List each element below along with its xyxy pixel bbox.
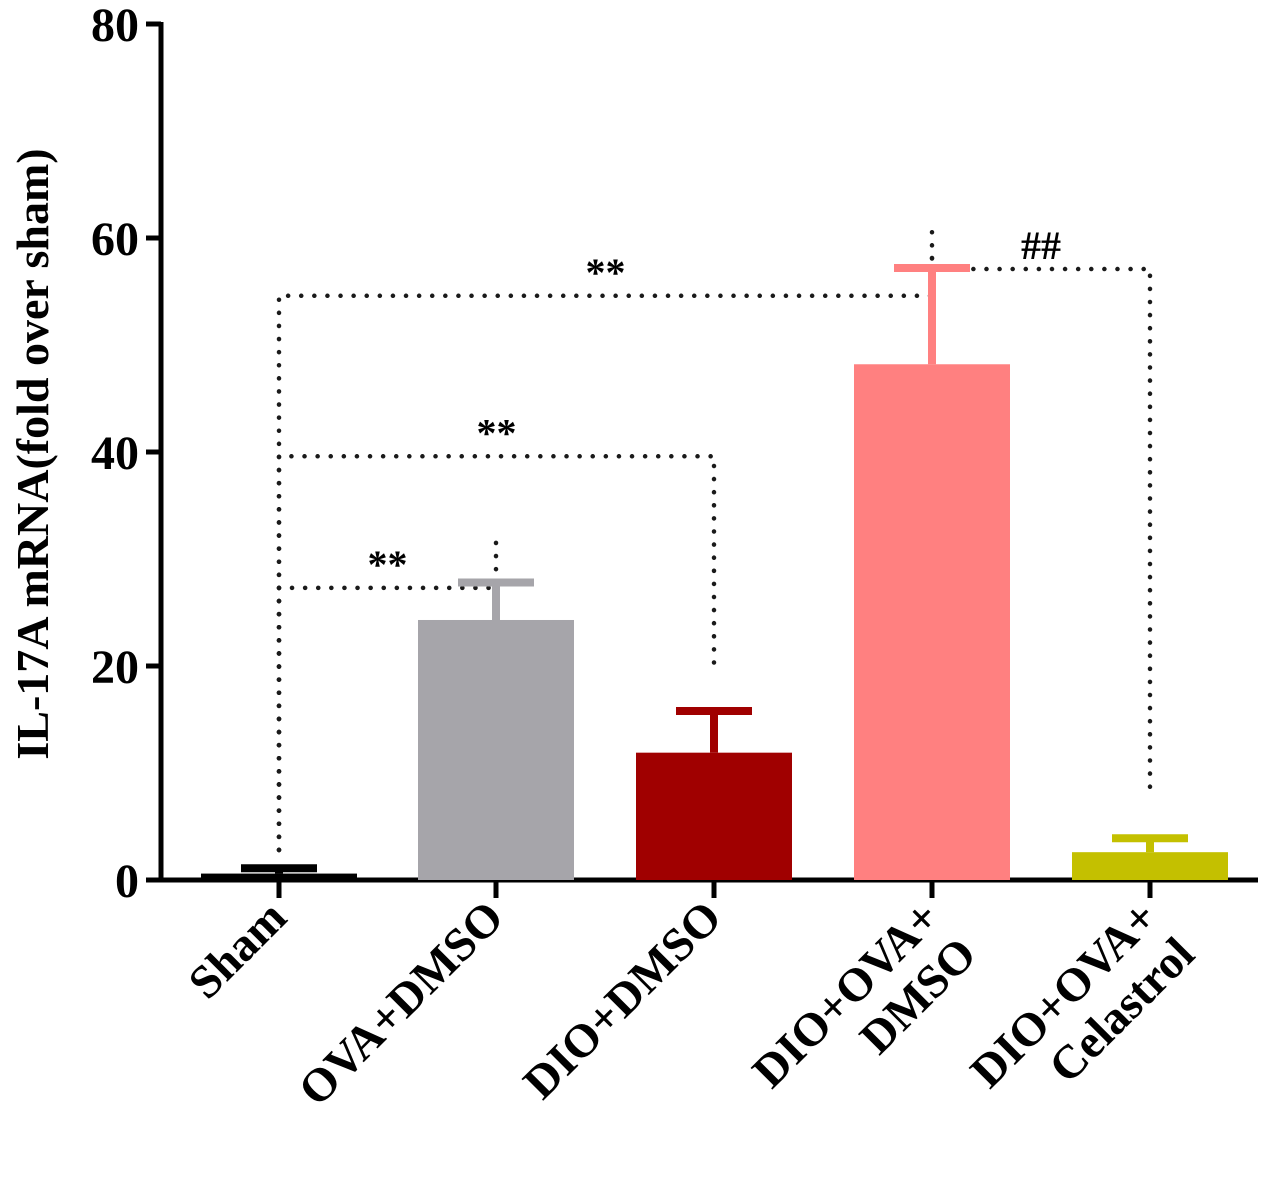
category-label-2: DIO+DMSO xyxy=(514,891,732,1109)
y-tick-label-3: 60 xyxy=(91,213,139,266)
significance-label-3: ## xyxy=(1021,223,1061,268)
y-tick-label-4: 80 xyxy=(91,0,139,52)
bars xyxy=(201,263,1228,880)
y-axis: 0 20 40 60 80 xyxy=(91,0,164,908)
category-label-1: OVA+DMSO xyxy=(289,891,514,1116)
y-tick-label-1: 20 xyxy=(91,641,139,694)
significance-label-1: ** xyxy=(477,410,517,455)
significance-brackets: ** ** ** ## xyxy=(276,223,1153,853)
bar-4 xyxy=(1072,852,1228,880)
category-label-4: DIO+OVA+Celastrol xyxy=(961,891,1205,1135)
y-tick-label-0: 0 xyxy=(115,855,139,908)
significance-bracket-3 xyxy=(929,255,1153,801)
y-tick-label-2: 40 xyxy=(91,427,139,480)
bar-1 xyxy=(418,619,574,880)
bar-0 xyxy=(201,873,357,880)
significance-bracket-2 xyxy=(276,225,935,853)
x-axis xyxy=(159,877,1258,898)
category-label-2-line-0: DIO+DMSO xyxy=(514,891,732,1109)
category-label-3: DIO+OVA+DMSO xyxy=(743,891,987,1135)
significance-label-2: ** xyxy=(586,250,626,295)
category-label-1-line-0: OVA+DMSO xyxy=(289,891,514,1116)
bar-3 xyxy=(854,364,1010,880)
y-axis-title: IL-17A mRNA(fold over sham) xyxy=(7,148,58,759)
category-label-0-line-0: Sham xyxy=(179,891,297,1009)
bar-2 xyxy=(636,752,792,880)
significance-label-0: ** xyxy=(368,542,408,587)
category-label-0: Sham xyxy=(179,891,297,1009)
